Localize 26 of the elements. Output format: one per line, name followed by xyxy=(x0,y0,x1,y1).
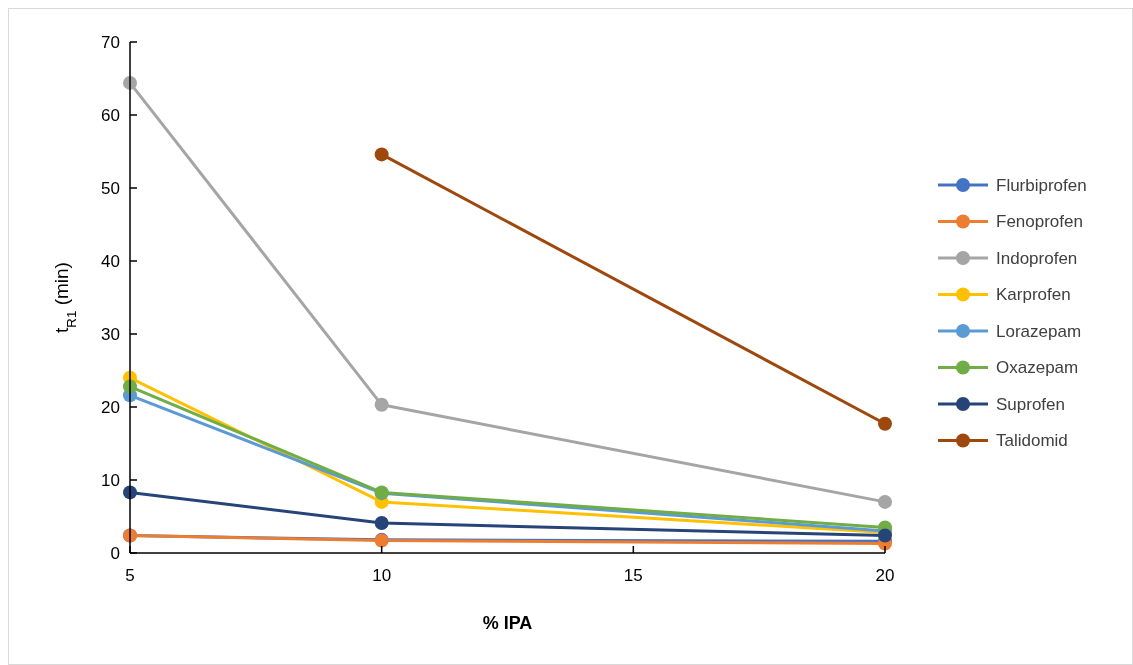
legend-label: Indoprofen xyxy=(996,248,1078,268)
point xyxy=(374,516,389,531)
point xyxy=(374,147,389,162)
y-tick-label: 20 xyxy=(101,397,120,417)
y-tick-label: 30 xyxy=(101,324,120,344)
legend-label: Suprofen xyxy=(996,394,1065,414)
legend-label: Fenoprofen xyxy=(996,212,1083,232)
point xyxy=(374,397,389,412)
y-tick-label: 50 xyxy=(101,178,120,198)
point xyxy=(878,416,892,431)
x-tick-label: 10 xyxy=(372,566,392,585)
legend-label: Lorazepam xyxy=(996,321,1082,341)
x-tick-label: 15 xyxy=(623,566,643,585)
x-axis-title: % IPA xyxy=(482,613,533,633)
x-tick-label: 20 xyxy=(875,566,895,585)
legend-label: Flurbiprofen xyxy=(996,175,1087,195)
y-tick-label: 10 xyxy=(101,470,120,490)
legend-label: Talidomid xyxy=(996,431,1068,451)
point xyxy=(878,494,892,509)
legend-label: Oxazepam xyxy=(996,358,1079,378)
y-tick-label: 0 xyxy=(110,543,120,563)
legend-label: Karprofen xyxy=(996,285,1071,305)
y-tick-label: 40 xyxy=(101,251,120,271)
y-tick-label: 70 xyxy=(101,32,120,52)
x-tick-label: 5 xyxy=(125,566,135,585)
y-tick-label: 60 xyxy=(101,105,120,125)
